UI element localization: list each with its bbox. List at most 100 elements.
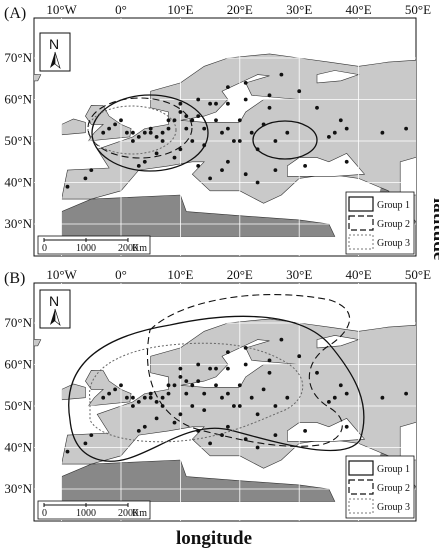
panel-b: (B) 10°W0°10°E20°E30°E40°E50°E60°E 70°N6… bbox=[4, 267, 432, 522]
sample-point bbox=[226, 391, 230, 396]
sample-point bbox=[65, 449, 70, 454]
sample-point bbox=[380, 130, 385, 135]
sample-point bbox=[190, 404, 195, 408]
sample-point bbox=[226, 350, 230, 354]
group2-range bbox=[87, 97, 193, 159]
longitude-tick-label: 50°E bbox=[405, 267, 431, 282]
scale-bar: 0 1000 2000 Km bbox=[37, 500, 151, 520]
sample-point bbox=[136, 400, 141, 404]
north-arrow: N bbox=[39, 289, 71, 329]
sample-point bbox=[344, 391, 349, 396]
sample-point bbox=[148, 395, 153, 400]
sample-point bbox=[208, 101, 213, 106]
sample-point bbox=[226, 424, 230, 429]
sample-point bbox=[160, 130, 165, 135]
legend-swatch-group2 bbox=[348, 215, 374, 231]
sample-point bbox=[220, 168, 224, 173]
sample-point bbox=[303, 429, 307, 433]
sample-point bbox=[172, 155, 177, 160]
north-arrow-label: N bbox=[49, 36, 59, 52]
sample-point bbox=[226, 101, 230, 106]
sample-point bbox=[243, 81, 248, 85]
sample-point bbox=[148, 391, 153, 396]
panel-label: (B) bbox=[4, 270, 25, 287]
legend-swatch-group1 bbox=[348, 196, 374, 212]
scale-bar: 0 1000 2000 Km bbox=[37, 235, 151, 255]
scale-unit: Km bbox=[132, 508, 147, 519]
sample-point bbox=[332, 395, 337, 400]
land-mass bbox=[34, 318, 416, 502]
latitude-tick-label: 30°N bbox=[4, 481, 32, 496]
sample-point bbox=[160, 404, 165, 408]
sample-point bbox=[208, 176, 213, 181]
sample-point bbox=[232, 139, 236, 143]
sample-point bbox=[154, 416, 159, 421]
sample-point bbox=[285, 130, 290, 135]
sample-point bbox=[113, 122, 117, 127]
sample-point bbox=[255, 445, 260, 450]
sample-point bbox=[344, 159, 349, 164]
sample-point bbox=[184, 379, 189, 383]
sample-point bbox=[142, 159, 147, 164]
longitude-tick-label: 0° bbox=[115, 2, 127, 17]
sea-black bbox=[286, 153, 366, 177]
legend-swatch-group3 bbox=[348, 234, 374, 250]
sample-point bbox=[243, 362, 248, 367]
sample-point bbox=[267, 358, 272, 363]
sample-point bbox=[237, 383, 242, 388]
sample-point bbox=[148, 130, 153, 135]
sample-point bbox=[125, 395, 129, 400]
sample-point bbox=[327, 400, 331, 404]
sample-point bbox=[237, 404, 242, 408]
sample-point bbox=[178, 375, 183, 379]
sample-point bbox=[404, 126, 408, 131]
sample-point bbox=[220, 395, 224, 400]
sample-point bbox=[273, 404, 278, 408]
legend-swatch-group3 bbox=[348, 498, 374, 514]
sample-point bbox=[131, 404, 135, 408]
sample-point bbox=[65, 184, 70, 189]
group-ranges bbox=[87, 94, 318, 172]
longitude-tick-labels: 10°W0°10°E20°E30°E40°E50°E60°E bbox=[46, 2, 431, 17]
sample-point bbox=[261, 387, 266, 392]
scale-tick-2000: 2000 bbox=[118, 243, 138, 254]
legend-label-group2: Group 2 bbox=[377, 219, 410, 230]
panel-label: (A) bbox=[4, 5, 26, 22]
sample-point bbox=[196, 97, 201, 102]
sample-point bbox=[202, 391, 207, 396]
island-britain bbox=[85, 104, 132, 142]
latitude-tick-label: 70°N bbox=[4, 50, 32, 65]
sample-point bbox=[267, 105, 272, 110]
sample-point bbox=[315, 105, 319, 110]
sample-point bbox=[428, 429, 432, 433]
group2-range bbox=[146, 294, 351, 447]
sample-point bbox=[214, 118, 218, 123]
sample-point bbox=[83, 441, 88, 446]
sample-point bbox=[119, 383, 123, 388]
sample-point bbox=[327, 135, 331, 139]
sample-point bbox=[142, 424, 147, 429]
scale-tick-0: 0 bbox=[42, 243, 47, 254]
sample-point bbox=[243, 97, 248, 102]
sample-point bbox=[273, 433, 278, 437]
sample-point bbox=[315, 370, 319, 375]
sample-point bbox=[160, 395, 165, 400]
sample-point bbox=[243, 346, 248, 350]
sea-white bbox=[316, 335, 360, 349]
sample-point bbox=[190, 139, 195, 143]
sample-points bbox=[65, 72, 408, 189]
sample-point bbox=[226, 85, 230, 89]
sample-point bbox=[380, 395, 385, 400]
scale-tick-1000: 1000 bbox=[76, 243, 96, 254]
sample-point bbox=[214, 366, 218, 371]
legend-label-group3: Group 3 bbox=[377, 502, 410, 513]
sample-point bbox=[202, 126, 207, 131]
sample-point bbox=[267, 370, 272, 375]
sea-caspian bbox=[399, 157, 416, 196]
group1-range-east bbox=[252, 120, 318, 160]
longitude-tick-label: 20°E bbox=[227, 267, 253, 282]
longitude-tick-label: 10°E bbox=[167, 2, 193, 17]
sample-point bbox=[220, 130, 224, 135]
sea-caspian bbox=[399, 422, 416, 461]
